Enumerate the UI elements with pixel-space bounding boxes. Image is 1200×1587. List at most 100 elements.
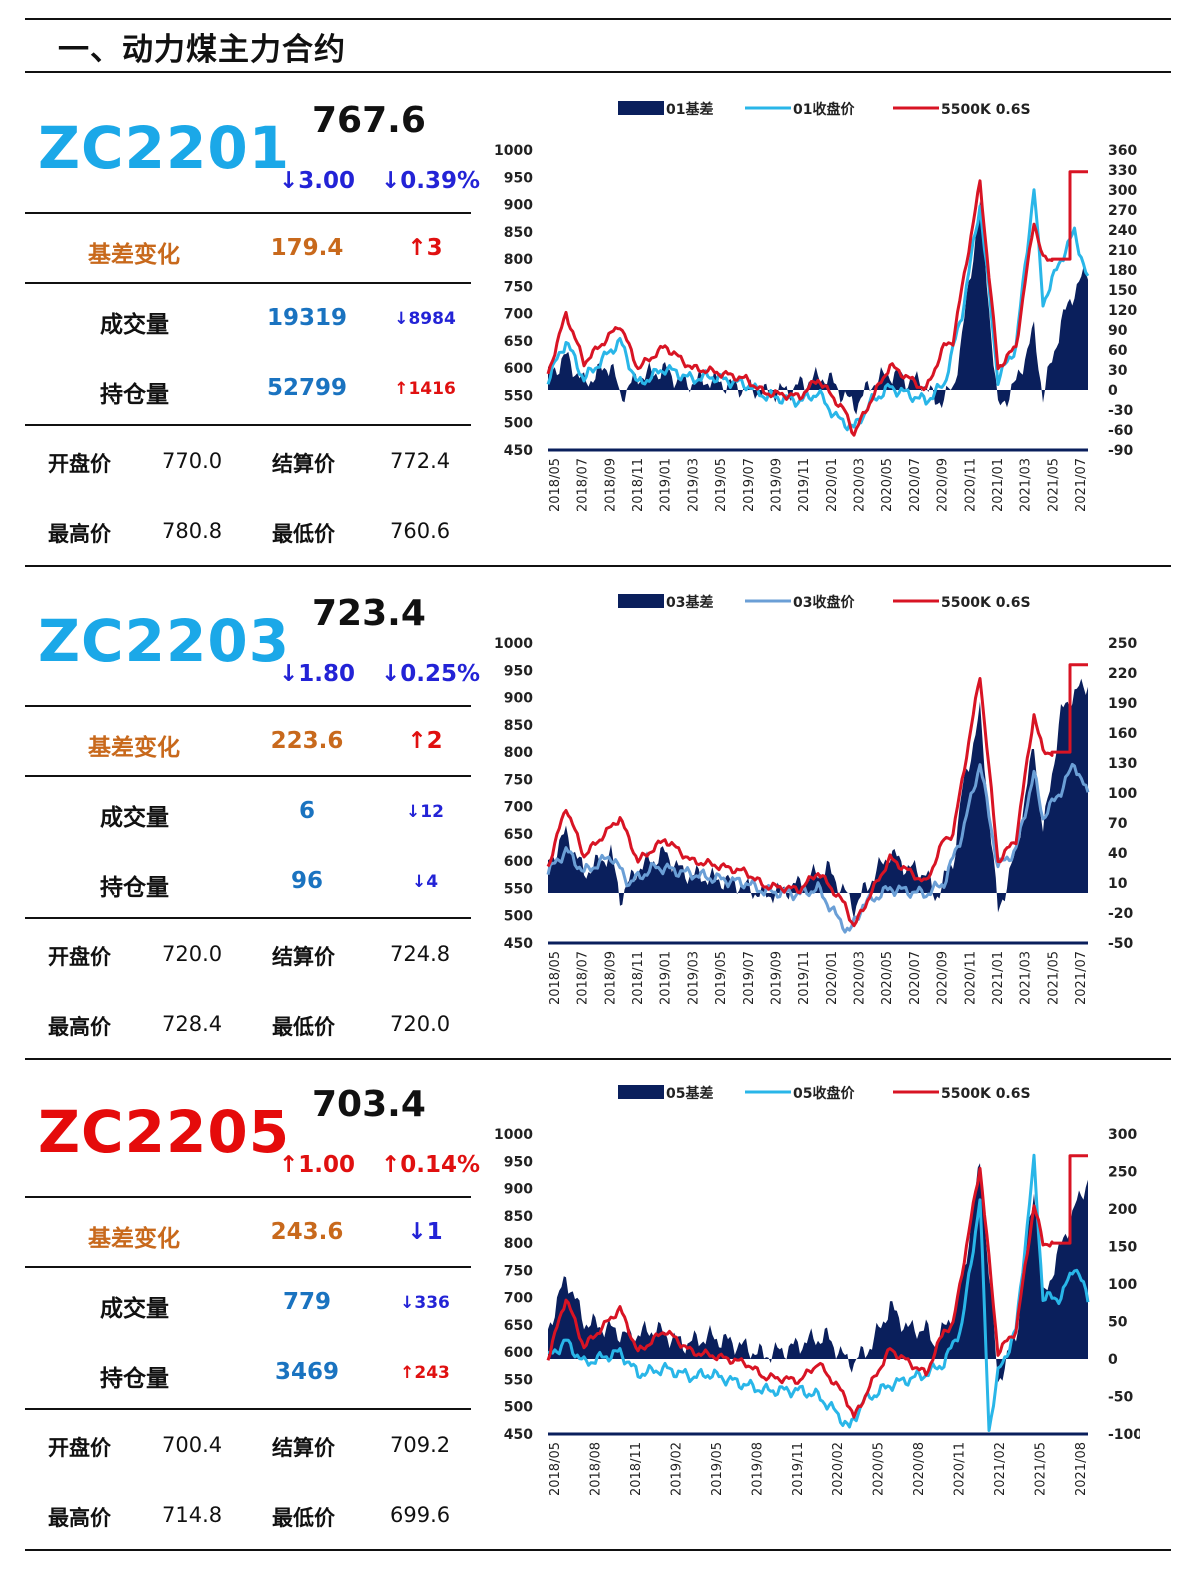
y-right-tick: 300 xyxy=(1108,183,1137,199)
y-right-tick: -100 xyxy=(1108,1427,1140,1443)
open-label: 开盘价 xyxy=(48,452,111,476)
volume-label: 成交量 xyxy=(100,805,169,831)
volume-value: 6 xyxy=(298,798,315,824)
divider xyxy=(25,1266,471,1268)
open-interest-value: 96 xyxy=(290,868,323,894)
x-tick: 2018/09 xyxy=(603,458,618,512)
volume-value: 19319 xyxy=(266,305,348,331)
y-left-tick: 600 xyxy=(504,854,533,870)
y-left-tick: 450 xyxy=(504,1427,533,1443)
x-tick: 2020/01 xyxy=(825,458,840,512)
divider xyxy=(25,282,471,284)
low-value: 760.6 xyxy=(390,519,451,543)
y-left-tick: 500 xyxy=(504,416,533,432)
legend-item: 5500K 0.6S xyxy=(893,102,1031,118)
settle-label: 结算价 xyxy=(272,1436,335,1460)
y-left-tick: 850 xyxy=(504,225,533,241)
x-tick: 2019/05 xyxy=(714,458,729,512)
y-left-tick: 800 xyxy=(504,252,533,268)
basis-price-chart: 05基差 05收盘价 5500K 0.6S 1000 950 900 850 800 750 70… xyxy=(490,1078,1143,1548)
divider xyxy=(25,424,471,426)
legend-item: 01基差 xyxy=(618,101,713,118)
y-left-tick: 900 xyxy=(504,198,533,214)
contract-panel-zc2201: ZC2201 767.6 ↓3.00 ↓0.39% 基差变化 179.4 ↑3 … xyxy=(0,80,1200,573)
x-tick: 2018/05 xyxy=(548,1442,563,1496)
last-price: 767.6 xyxy=(312,100,426,141)
y-right-tick: 90 xyxy=(1108,323,1128,339)
x-tick: 2019/07 xyxy=(742,458,757,512)
open-value: 770.0 xyxy=(162,449,223,473)
price-change: ↑1.00 xyxy=(279,1152,356,1178)
legend-item: 05基差 xyxy=(618,1085,713,1102)
x-tick: 2018/05 xyxy=(548,951,563,1005)
spot-price-line xyxy=(546,170,1088,437)
y-left-tick: 750 xyxy=(504,279,533,295)
open-label: 开盘价 xyxy=(48,1436,111,1460)
y-left-tick: 550 xyxy=(504,1372,533,1388)
y-right-tick: 270 xyxy=(1108,203,1137,219)
y-left-tick: 450 xyxy=(504,936,533,952)
basis-price-chart: 01基差 01收盘价 5500K 0.6S 1000 950 900 850 800 750 70… xyxy=(490,94,1140,564)
y-right-tick: 0 xyxy=(1108,383,1118,399)
x-tick: 2021/03 xyxy=(1019,458,1034,512)
x-tick: 2018/09 xyxy=(603,951,618,1005)
volume-label: 成交量 xyxy=(100,312,169,338)
spot-price-line xyxy=(546,1154,1088,1419)
y-left-tick: 800 xyxy=(504,745,533,761)
x-tick: 2019/09 xyxy=(769,458,784,512)
y-right-tick: 10 xyxy=(1108,876,1128,892)
y-left-tick: 600 xyxy=(504,361,533,377)
legend-item: 5500K 0.6S xyxy=(893,1086,1031,1102)
price-change-pct: ↓0.39% xyxy=(381,168,481,194)
x-tick: 2021/05 xyxy=(1046,951,1061,1005)
x-tick: 2020/11 xyxy=(963,458,978,512)
close-price-line xyxy=(547,1153,1090,1432)
y-left-tick: 700 xyxy=(504,800,533,816)
settle-label: 结算价 xyxy=(272,452,335,476)
open-interest-value: 3469 xyxy=(274,1359,339,1385)
open-interest-label: 持仓量 xyxy=(100,875,169,901)
section-rule xyxy=(25,1549,1171,1551)
price-change-pct: ↓0.25% xyxy=(381,661,481,687)
basis-value: 243.6 xyxy=(270,1219,344,1245)
basis-price-chart: 03基差 03收盘价 5500K 0.6S 1000 950 900 850 800 750 70… xyxy=(490,587,1140,1057)
open-interest-label: 持仓量 xyxy=(100,382,169,408)
y-right-tick: -20 xyxy=(1108,906,1134,922)
x-tick: 2020/09 xyxy=(936,458,951,512)
y-right-tick: -50 xyxy=(1108,936,1134,952)
open-value: 700.4 xyxy=(162,1433,223,1457)
low-label: 最低价 xyxy=(272,522,335,546)
y-right-tick: 0 xyxy=(1108,1352,1118,1368)
x-tick: 2018/05 xyxy=(548,458,563,512)
low-value: 720.0 xyxy=(390,1012,451,1036)
volume-delta: ↓12 xyxy=(406,802,444,822)
y-right-tick: 190 xyxy=(1108,696,1137,712)
low-label: 最低价 xyxy=(272,1506,335,1530)
basis-change-label: 基差变化 xyxy=(88,735,180,761)
divider xyxy=(25,775,471,777)
y-left-tick: 500 xyxy=(504,909,533,925)
y-right-tick: 180 xyxy=(1108,263,1137,279)
last-price: 723.4 xyxy=(312,593,426,634)
divider xyxy=(25,1196,471,1198)
y-left-tick: 650 xyxy=(504,334,533,350)
y-left-tick: 900 xyxy=(504,691,533,707)
y-left-tick: 650 xyxy=(504,1318,533,1334)
x-tick: 2020/07 xyxy=(908,951,923,1005)
chart-svg: 01基差 01收盘价 5500K 0.6S100095090085080075070… xyxy=(494,101,1137,512)
settle-value: 772.4 xyxy=(390,449,451,473)
x-tick: 2020/08 xyxy=(912,1442,927,1496)
close-price-line xyxy=(546,188,1090,432)
x-tick: 2019/11 xyxy=(797,458,812,512)
low-value: 699.6 xyxy=(390,1503,451,1527)
y-right-tick: 70 xyxy=(1108,816,1128,832)
x-tick: 2020/01 xyxy=(825,951,840,1005)
close-price-line xyxy=(546,762,1090,934)
low-label: 最低价 xyxy=(272,1015,335,1039)
y-right-tick: -50 xyxy=(1108,1390,1134,1406)
x-tick: 2020/11 xyxy=(963,951,978,1005)
settle-value: 709.2 xyxy=(390,1433,451,1457)
y-right-tick: 150 xyxy=(1108,283,1137,299)
x-tick: 2019/01 xyxy=(659,951,674,1005)
x-tick: 2019/01 xyxy=(659,458,674,512)
